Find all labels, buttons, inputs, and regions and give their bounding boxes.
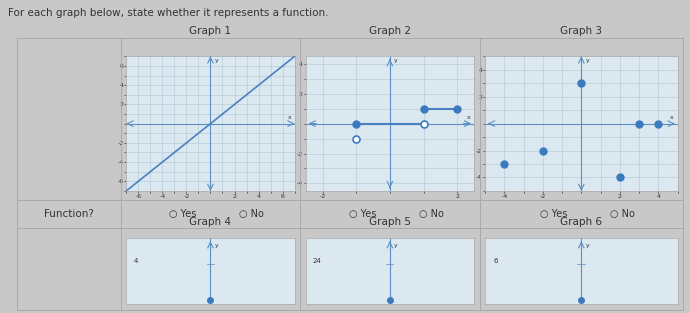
Text: y: y bbox=[586, 58, 590, 63]
Text: 24: 24 bbox=[313, 258, 322, 264]
Text: x: x bbox=[670, 115, 673, 120]
Text: Graph 4: Graph 4 bbox=[190, 217, 231, 227]
Text: Graph 5: Graph 5 bbox=[369, 217, 411, 227]
Text: ○ Yes: ○ Yes bbox=[348, 209, 376, 219]
Text: 6: 6 bbox=[493, 258, 497, 264]
Text: y: y bbox=[215, 243, 219, 248]
Text: Graph 2: Graph 2 bbox=[369, 26, 411, 36]
Text: y: y bbox=[586, 243, 590, 248]
Text: ○ No: ○ No bbox=[419, 209, 444, 219]
Text: Graph 1: Graph 1 bbox=[190, 26, 231, 36]
Text: For each graph below, state whether it represents a function.: For each graph below, state whether it r… bbox=[8, 8, 328, 18]
Text: x: x bbox=[467, 115, 471, 120]
Text: ○ Yes: ○ Yes bbox=[169, 209, 197, 219]
Text: Function?: Function? bbox=[44, 209, 94, 219]
Text: Graph 6: Graph 6 bbox=[560, 217, 602, 227]
Text: ○ No: ○ No bbox=[239, 209, 264, 219]
Text: x: x bbox=[288, 115, 292, 120]
Text: 4: 4 bbox=[133, 258, 138, 264]
Text: ○ Yes: ○ Yes bbox=[540, 209, 567, 219]
Text: Graph 3: Graph 3 bbox=[560, 26, 602, 36]
Text: y: y bbox=[394, 243, 398, 248]
Text: ○ No: ○ No bbox=[610, 209, 635, 219]
Text: y: y bbox=[394, 58, 398, 63]
Text: y: y bbox=[215, 58, 219, 63]
